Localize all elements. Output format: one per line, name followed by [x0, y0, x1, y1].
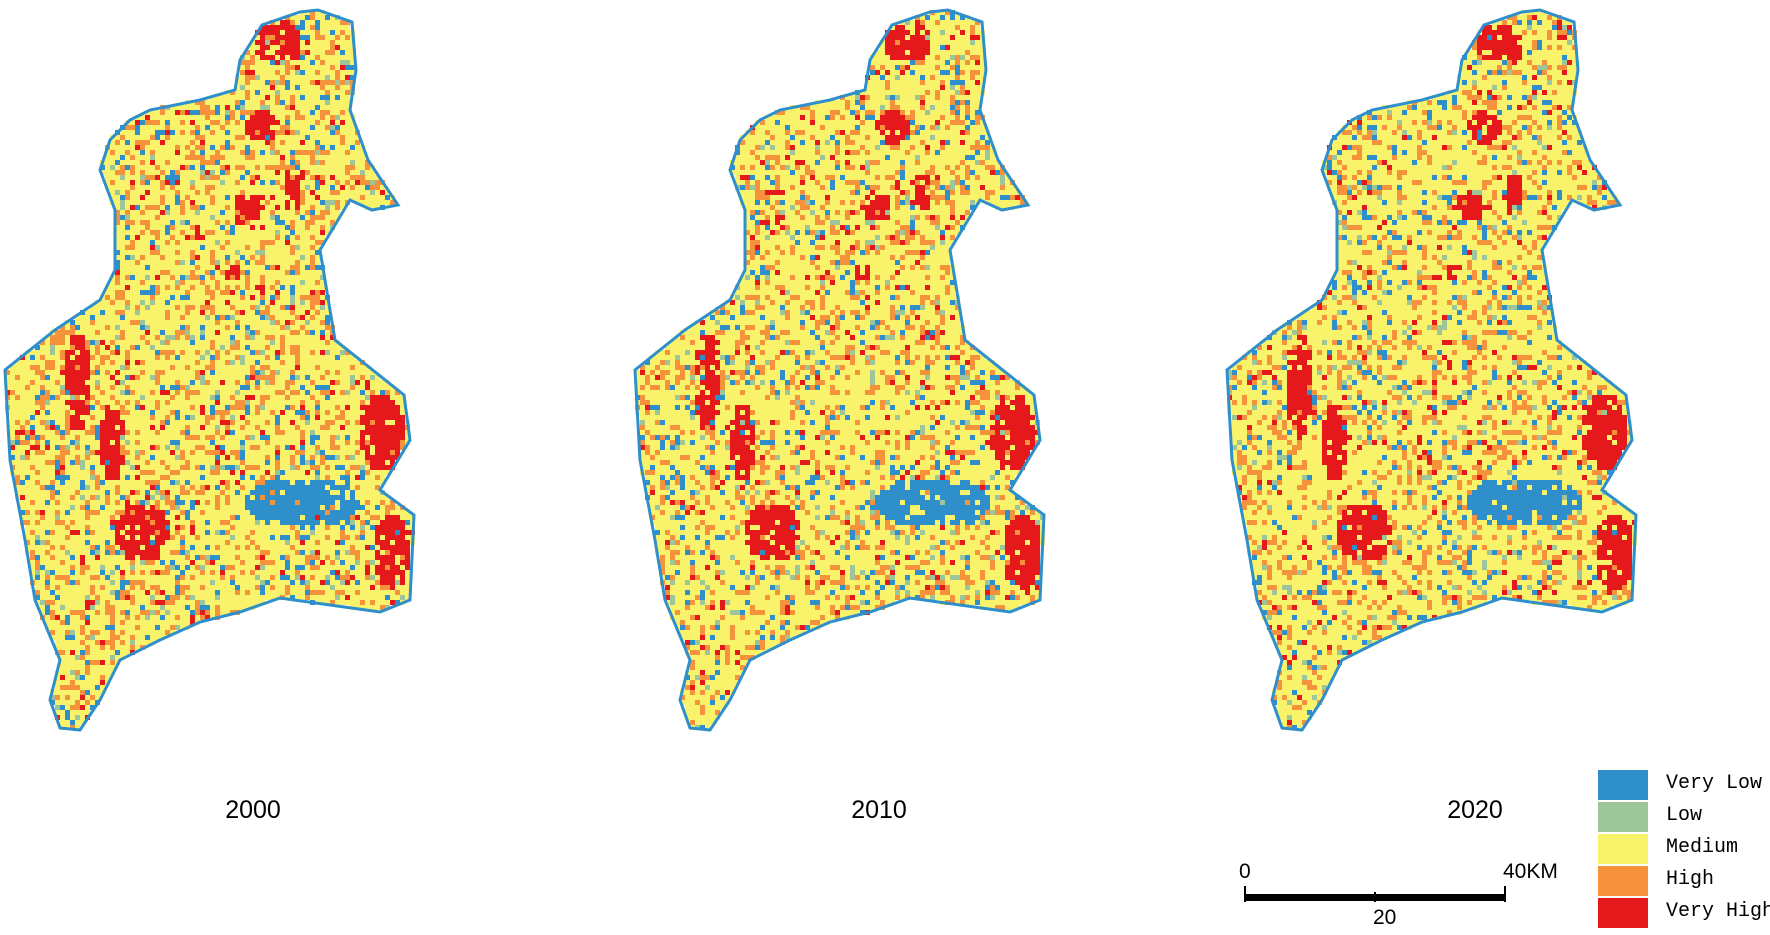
legend-swatch-high — [1598, 866, 1648, 896]
risk-map-2010 — [633, 8, 1046, 732]
risk-map-2020 — [1225, 8, 1638, 732]
legend-item-medium: Medium — [1598, 834, 1770, 864]
scale-label-start: 0 — [1239, 860, 1251, 884]
risk-map-2000 — [3, 8, 416, 732]
legend-label-very-low: Very Low — [1666, 772, 1762, 795]
legend-swatch-very-high — [1598, 898, 1648, 928]
year-label-2010: 2010 — [829, 796, 929, 825]
legend-item-very-high: Very High — [1598, 898, 1770, 928]
year-label-2020: 2020 — [1425, 796, 1525, 825]
map-panel-2000: 2000 — [0, 0, 480, 860]
legend-label-very-high: Very High — [1666, 900, 1770, 923]
scale-label-mid: 20 — [1373, 906, 1396, 930]
legend-label-high: High — [1666, 868, 1714, 891]
legend-swatch-very-low — [1598, 770, 1648, 800]
scale-bar-graphic — [1244, 886, 1506, 902]
year-label-2000: 2000 — [203, 796, 303, 825]
map-panel-2020: 2020 — [1222, 0, 1702, 860]
legend-item-high: High — [1598, 866, 1770, 896]
legend-label-medium: Medium — [1666, 836, 1738, 859]
map-raster — [5, 10, 415, 730]
region-outline — [633, 8, 1046, 732]
legend-item-low: Low — [1598, 802, 1770, 832]
scale-label-end: 40KM — [1503, 860, 1558, 884]
legend-swatch-low — [1598, 802, 1648, 832]
scale-bar: 0 40KM 20 — [1235, 856, 1558, 935]
legend-label-low: Low — [1666, 804, 1702, 827]
map-panel-2010: 2010 — [630, 0, 1110, 860]
region-outline — [3, 8, 416, 732]
region-outline — [1225, 8, 1638, 732]
legend-swatch-medium — [1598, 834, 1648, 864]
map-raster — [635, 10, 1045, 730]
legend-item-very-low: Very Low — [1598, 770, 1770, 800]
